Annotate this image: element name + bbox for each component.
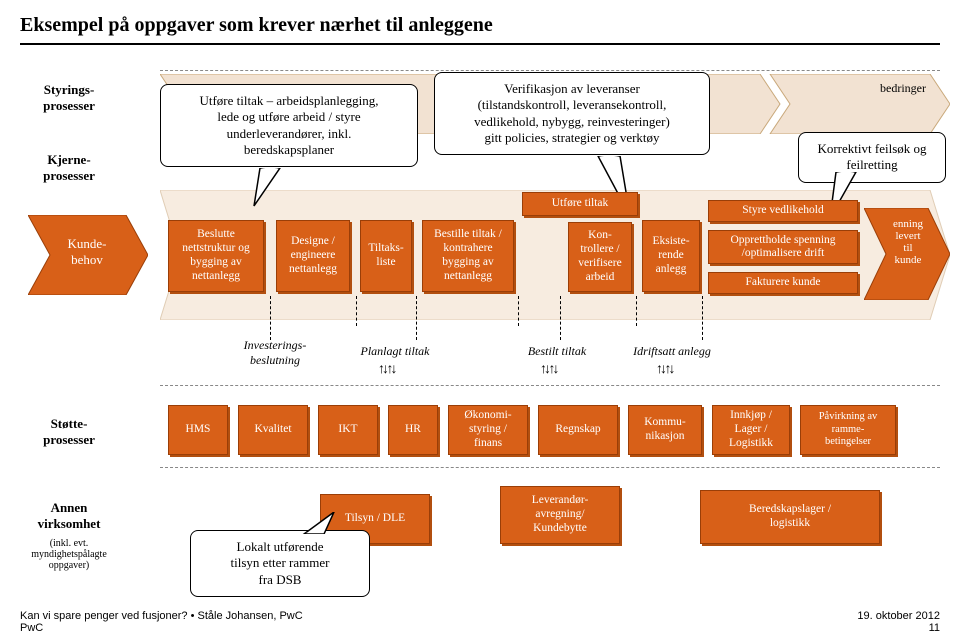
- callout-1-tail: [250, 168, 290, 208]
- box-regnskap: Regnskap: [538, 405, 618, 455]
- vdash: [356, 296, 357, 326]
- box-kommu: Kommu- nikasjon: [628, 405, 702, 455]
- callout-2: Verifikasjon av leveranser (tilstandskon…: [434, 72, 710, 155]
- box-tiltaks: Tiltaks- liste: [360, 220, 412, 292]
- vdash: [518, 296, 519, 326]
- label-annen: Annen virksomhet: [14, 500, 124, 532]
- callout-1: Utføre tiltak – arbeidsplanlegging, lede…: [160, 84, 418, 167]
- row-divider: [160, 70, 940, 71]
- row-divider: [160, 467, 940, 468]
- arrows-icon: ↑↓ ↑↓: [656, 362, 673, 378]
- label-kjerne: Kjerne- prosesser: [14, 152, 124, 184]
- footer-right-2: 11: [929, 622, 940, 634]
- box-bestille: Bestille tiltak / kontrahere bygging av …: [422, 220, 514, 292]
- ital-bestilt: Bestilt tiltak: [512, 344, 602, 359]
- callout-3: Korrektivt feilsøk og feilretting: [798, 132, 946, 183]
- box-eksisterende: Eksiste- rende anlegg: [642, 220, 700, 292]
- arrows-icon: ↑↓ ↑↓: [540, 362, 557, 378]
- ital-planlagt: Planlagt tiltak: [340, 344, 450, 359]
- footer-left-1: Kan vi spare penger ved fusjoner? • Stål…: [20, 610, 303, 622]
- box-beredskap: Beredskapslager / logistikk: [700, 490, 880, 544]
- vdash: [560, 296, 561, 340]
- label-annen-sub: (inkl. evt. myndighetspålagte oppgaver): [0, 538, 138, 571]
- box-okonomi: Økonomi- styring / finans: [448, 405, 528, 455]
- box-opprettholde: Opprettholde spenning /optimalisere drif…: [708, 230, 858, 264]
- vdash: [270, 296, 271, 340]
- label-styrings: Styrings- prosesser: [14, 82, 124, 114]
- vdash: [636, 296, 637, 326]
- page-title: Eksempel på oppgaver som krever nærhet t…: [0, 0, 960, 43]
- box-kvalitet: Kvalitet: [238, 405, 308, 455]
- vdash: [702, 296, 703, 340]
- footer-left-2: PwC: [20, 622, 43, 634]
- arrows-icon: ↑↓ ↑↓: [378, 362, 395, 378]
- diagram-canvas: Styrings- prosesser Kjerne- prosesser St…: [0, 60, 960, 620]
- box-designe: Designe / engineere nettanlegg: [276, 220, 350, 292]
- box-kontrollere: Kon- trollere / verifisere arbeid: [568, 222, 632, 292]
- ital-idrift: Idriftsatt anlegg: [612, 344, 732, 359]
- text-bedringer: bedringer: [880, 81, 926, 95]
- callout-lokalt: Lokalt utførende tilsyn etter rammer fra…: [190, 530, 370, 597]
- box-hr: HR: [388, 405, 438, 455]
- row-divider: [160, 385, 940, 386]
- vdash: [416, 296, 417, 340]
- footer-right-1: 19. oktober 2012: [857, 610, 940, 622]
- box-ikt: IKT: [318, 405, 378, 455]
- box-fakturere: Fakturere kunde: [708, 272, 858, 294]
- box-pavirkning: Påvirkning av ramme- betingelser: [800, 405, 896, 455]
- box-utfore: Utføre tiltak: [522, 192, 638, 216]
- callout-lokalt-tail: [300, 512, 340, 534]
- box-styre: Styre vedlikehold: [708, 200, 858, 222]
- label-end: enning levert til kunde: [878, 218, 938, 266]
- ital-invest: Investerings- beslutning: [230, 338, 320, 368]
- box-hms: HMS: [168, 405, 228, 455]
- box-leverandor: Leverandør- avregning/ Kundebytte: [500, 486, 620, 544]
- title-rule: [20, 43, 940, 45]
- box-beslutte: Beslutte nettstruktur og bygging av nett…: [168, 220, 264, 292]
- label-stotte: Støtte- prosesser: [14, 416, 124, 448]
- label-kundebehov: Kunde- behov: [42, 236, 132, 268]
- box-innkjop: Innkjøp / Lager / Logistikk: [712, 405, 790, 455]
